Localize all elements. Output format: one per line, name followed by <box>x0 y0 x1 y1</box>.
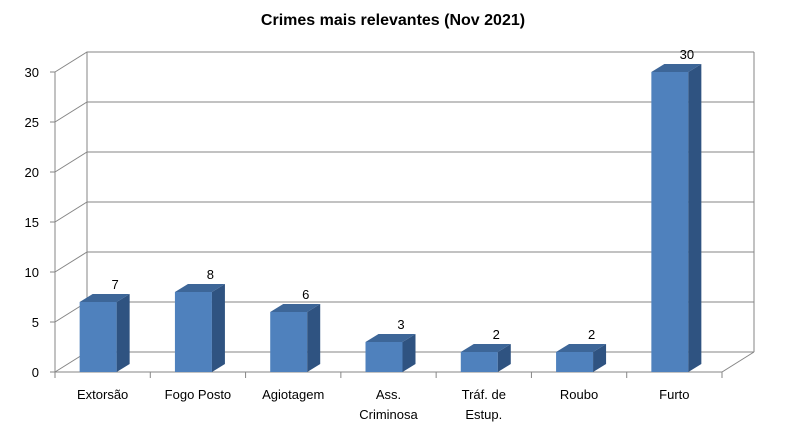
gridline <box>54 51 754 73</box>
x-category-label-line: Ass. <box>376 387 401 402</box>
bar-side <box>307 304 321 372</box>
x-category-label-line: Criminosa <box>359 407 418 422</box>
bar-top <box>365 334 416 342</box>
x-category-label-line: Extorsão <box>77 387 128 402</box>
x-category-label: Roubo <box>560 387 598 402</box>
gridline <box>54 201 754 223</box>
bar-front <box>556 352 594 372</box>
gridline <box>54 101 754 123</box>
bar-front <box>365 342 403 372</box>
bar-front <box>460 352 498 372</box>
bar-side <box>593 344 607 372</box>
bar-side <box>688 64 702 372</box>
bar-top <box>174 284 225 292</box>
y-tick-label: 5 <box>32 315 39 330</box>
x-category-label: Agiotagem <box>262 387 324 402</box>
data-label: 8 <box>207 267 214 282</box>
bar <box>79 294 130 372</box>
gridline <box>54 251 754 273</box>
bar-top <box>651 64 702 72</box>
x-category-label-line: Roubo <box>560 387 598 402</box>
bar <box>174 284 225 372</box>
bar-front <box>79 302 117 372</box>
bar-top <box>270 304 321 312</box>
y-tick-label: 25 <box>25 115 39 130</box>
bar <box>365 334 416 372</box>
bar-side <box>402 334 416 372</box>
y-tick-label: 15 <box>25 215 39 230</box>
x-category-label-line: Estup. <box>465 407 502 422</box>
data-label: 2 <box>588 327 595 342</box>
y-tick-label: 20 <box>25 165 39 180</box>
bar <box>651 64 702 372</box>
bar-front <box>270 312 308 372</box>
bar-side <box>211 284 225 372</box>
y-tick-label: 0 <box>32 365 39 380</box>
gridline <box>54 151 754 173</box>
x-axis-categories: Extorsão Fogo Posto Agiotagem Ass. Criminosa… <box>54 372 723 422</box>
x-category-label-line: Fogo Posto <box>165 387 232 402</box>
bar <box>556 344 607 372</box>
x-category-label-line: Furto <box>659 387 689 402</box>
bar-front <box>174 292 212 372</box>
x-category-label: Tráf. de Estup. <box>462 387 506 422</box>
bar-top <box>556 344 607 352</box>
data-labels: 7 8 6 3 2 2 30 <box>112 47 695 342</box>
bar <box>270 304 321 372</box>
data-label: 3 <box>397 317 404 332</box>
data-label: 30 <box>680 47 694 62</box>
y-tick-label: 10 <box>25 265 39 280</box>
y-tick-label: 30 <box>25 65 39 80</box>
x-category-label: Fogo Posto <box>165 387 232 402</box>
data-label: 2 <box>493 327 500 342</box>
bar-top <box>460 344 511 352</box>
bar-front <box>651 72 689 372</box>
bar-top <box>79 294 130 302</box>
y-axis-ticks: 0 5 10 15 20 25 30 <box>25 65 55 380</box>
x-category-label: Furto <box>659 387 689 402</box>
data-label: 7 <box>112 277 119 292</box>
x-category-label: Ass. Criminosa <box>359 387 418 422</box>
data-label: 6 <box>302 287 309 302</box>
bar-side <box>497 344 511 372</box>
x-category-label: Extorsão <box>77 387 128 402</box>
chart-title: Crimes mais relevantes (Nov 2021) <box>261 12 525 29</box>
bar <box>460 344 511 372</box>
x-category-label-line: Agiotagem <box>262 387 324 402</box>
x-category-label-line: Tráf. de <box>462 387 506 402</box>
bars <box>79 64 702 372</box>
bar-side <box>116 294 130 372</box>
